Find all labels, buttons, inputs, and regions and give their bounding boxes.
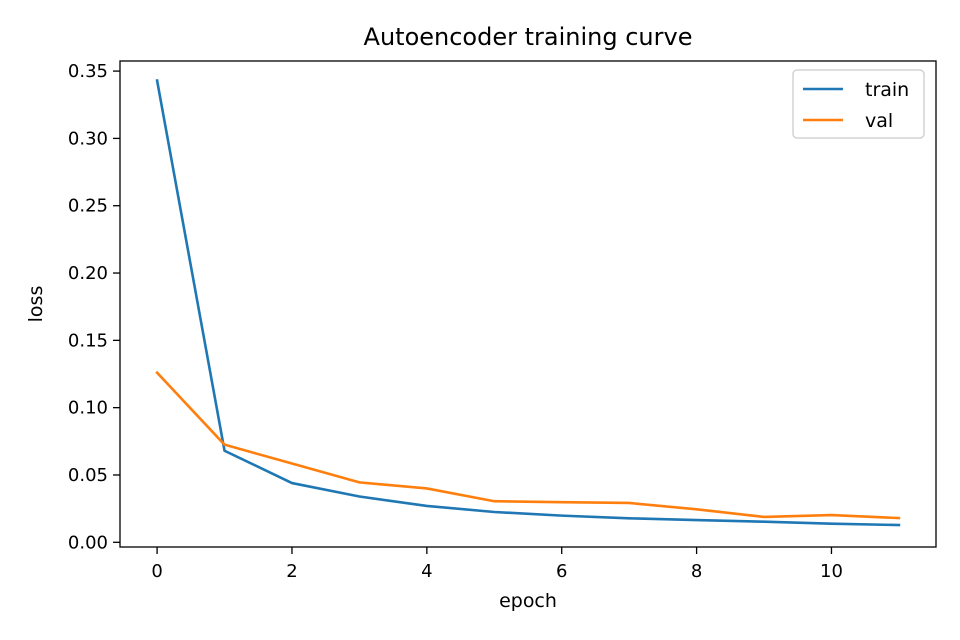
y-tick-label: 0.25 — [68, 196, 108, 217]
plot-area — [155, 79, 901, 527]
chart-title: Autoencoder training curve — [364, 23, 693, 51]
y-tick-label: 0.35 — [68, 61, 108, 82]
y-tick-label: 0.30 — [68, 128, 108, 149]
y-tick-label: 0.15 — [68, 330, 108, 351]
legend: train val — [792, 69, 925, 139]
legend-label-val: val — [865, 110, 893, 132]
x-tick-label: 2 — [286, 561, 297, 582]
x-tick-label: 6 — [556, 561, 567, 582]
x-tick-label: 8 — [691, 561, 702, 582]
y-tick-label: 0.10 — [68, 398, 108, 419]
x-tick-label: 10 — [820, 561, 843, 582]
y-tick-label: 0.20 — [68, 263, 108, 284]
y-tick-label: 0.00 — [68, 532, 108, 553]
series-line-train — [155, 79, 901, 527]
x-axis: 0 2 4 6 8 10 — [151, 547, 843, 582]
plot-frame — [119, 60, 937, 548]
x-tick-label: 0 — [151, 561, 162, 582]
y-axis-label: loss — [25, 286, 47, 323]
y-axis: 0.00 0.05 0.10 0.15 0.20 0.25 0.30 0.35 — [68, 61, 120, 553]
x-axis-label: epoch — [499, 590, 557, 612]
y-tick-label: 0.05 — [68, 465, 108, 486]
series-line-val — [155, 370, 901, 520]
legend-label-train: train — [865, 79, 909, 101]
x-tick-label: 4 — [421, 561, 432, 582]
